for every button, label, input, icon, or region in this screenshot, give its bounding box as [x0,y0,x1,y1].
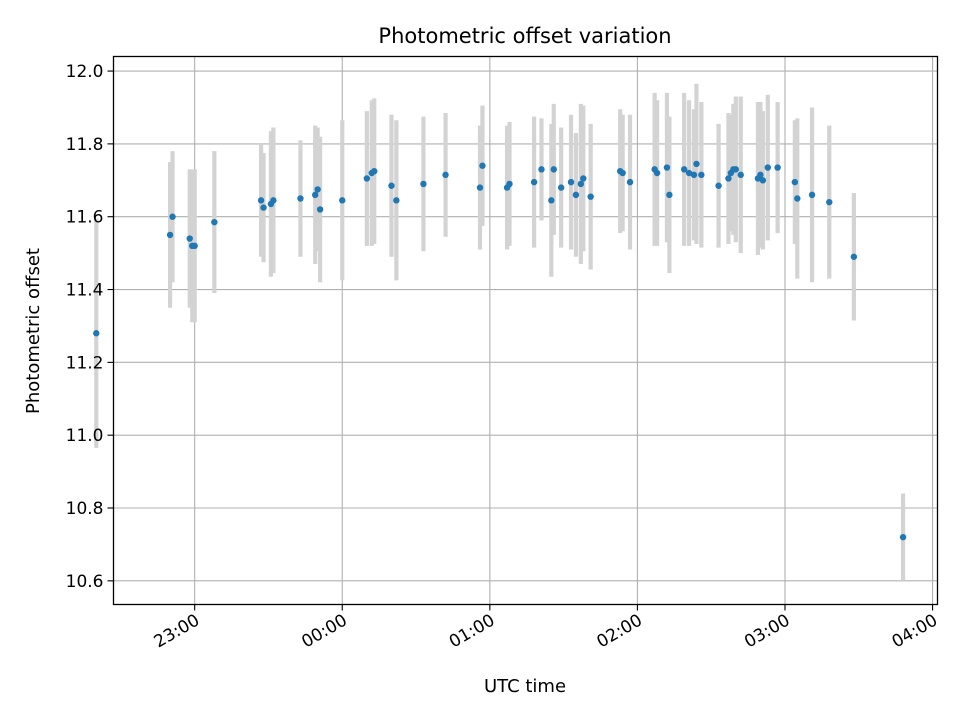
data-point [653,169,661,177]
x-tick-label: 04:00 [889,611,941,653]
data-point [808,191,816,199]
data-point [388,182,395,189]
data-point [663,164,671,171]
data-point [732,166,740,173]
data-point [698,171,705,179]
data-point [725,175,732,182]
data-point [577,180,585,188]
data-point [316,206,324,213]
x-axis-label: UTC time [484,676,566,697]
data-point [794,195,801,202]
data-point [257,197,265,204]
y-tick-label: 11.6 [66,208,104,228]
y-axis-label: Photometric offset [23,248,44,414]
data-point [557,184,565,191]
data-point [191,242,198,250]
data-point [572,191,580,199]
data-point [685,169,693,177]
data-point [476,184,484,191]
data-point [260,204,267,211]
data-point [626,178,634,186]
data-points [93,160,907,541]
data-point [93,330,100,337]
x-tick-label: 02:00 [593,611,645,653]
data-point [371,167,378,175]
data-point [550,166,557,173]
data-point [166,231,174,239]
y-tick-label: 11.4 [66,281,104,301]
data-point [314,186,321,193]
data-point [774,164,781,171]
x-tick-label: 01:00 [446,611,498,653]
data-point [690,171,698,179]
data-point [479,162,486,169]
x-tick-label: 23:00 [151,611,203,653]
error-bars [94,83,906,581]
data-point [764,164,771,171]
data-point [759,177,767,184]
y-tick-label: 10.6 [66,572,104,592]
data-point [339,197,346,204]
data-point [693,160,700,168]
data-point [826,198,833,206]
data-point [186,235,193,242]
chart-title: Photometric offset variation [378,24,671,48]
data-point [270,197,277,204]
data-point [530,178,538,186]
data-point [791,178,799,186]
x-axis-ticks: 23:00 00:00 01:00 02:00 03:00 04:00 [151,604,941,653]
data-point [211,218,218,226]
data-point [587,193,594,200]
data-point [580,175,587,182]
data-point [420,180,427,188]
y-tick-label: 11.0 [66,426,104,446]
grid [113,56,938,605]
data-point [538,166,545,173]
x-tick-label: 03:00 [741,611,793,653]
data-point [548,197,555,204]
y-tick-label: 11.8 [66,135,104,155]
data-point [899,533,907,541]
data-point [363,175,371,182]
data-point [506,180,513,188]
data-point [715,182,722,189]
x-tick-label: 00:00 [298,611,350,653]
data-point [442,171,449,179]
y-axis-ticks: 10.6 10.8 11.0 11.2 11.4 11.6 11.8 12.0 [66,62,114,592]
data-point [757,171,764,179]
data-point [680,166,688,173]
data-point [619,169,626,177]
data-point [169,213,176,220]
data-point [311,191,319,199]
data-point [297,195,304,202]
y-tick-label: 10.8 [66,499,104,519]
data-point [737,171,744,179]
plot-frame [112,55,939,606]
data-point [666,191,673,199]
data-point [393,197,400,204]
y-tick-label: 11.2 [66,353,104,373]
data-point [567,178,575,186]
data-point [850,253,858,260]
y-tick-label: 12.0 [66,62,104,82]
